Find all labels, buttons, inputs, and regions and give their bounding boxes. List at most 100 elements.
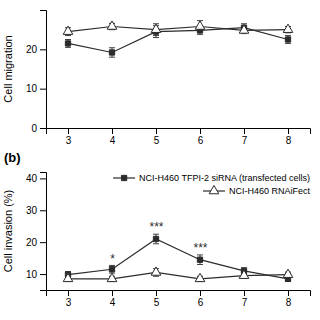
- tick-label: 20: [26, 237, 38, 248]
- tick-mark: [40, 178, 46, 179]
- tick: 7: [242, 128, 248, 146]
- tick: 8: [286, 128, 292, 146]
- marker: [285, 37, 290, 42]
- tick-mark: [200, 290, 201, 296]
- axis-line: [47, 129, 311, 135]
- marker: [197, 257, 202, 262]
- y-axis: 10 20 30 40: [26, 173, 47, 291]
- tick-label: 4: [110, 297, 116, 308]
- tick-label: 3: [66, 135, 72, 146]
- legend-swatch: [121, 175, 126, 180]
- tick-label: 40: [26, 173, 38, 184]
- series-line: [68, 28, 288, 53]
- legend: NCI-H460 TFPI-2 siRNA (transfected cells…: [113, 173, 310, 196]
- tick-mark: [244, 290, 245, 296]
- tick: 6: [198, 290, 204, 308]
- tick: 10: [26, 83, 46, 94]
- marker: [151, 267, 161, 275]
- tick: 40: [26, 173, 46, 184]
- marker: [153, 236, 158, 241]
- tick-mark: [156, 128, 157, 134]
- tick-mark: [68, 290, 69, 296]
- annotation: ***: [193, 241, 207, 255]
- tick-mark: [40, 89, 46, 90]
- tick-mark: [40, 274, 46, 275]
- plot-area: [63, 234, 293, 281]
- tick: 30: [26, 205, 46, 216]
- tick-label: 4: [110, 135, 116, 146]
- tick-mark: [156, 290, 157, 296]
- error-bar: [153, 234, 159, 244]
- error-bar: [65, 40, 71, 48]
- tick-label: 0: [31, 123, 37, 134]
- x-axis: 3 4 5 6 7 8: [47, 290, 311, 308]
- legend-swatch: [209, 185, 219, 193]
- axis-line: [40, 173, 47, 291]
- tick: 5: [154, 128, 160, 146]
- marker: [283, 24, 293, 32]
- marker: [109, 267, 114, 272]
- series-line: [68, 27, 288, 32]
- axis-line: [40, 11, 47, 129]
- y-axis-label: Cell invasion (%): [2, 190, 14, 273]
- tick-label: 7: [242, 135, 248, 146]
- marker: [195, 21, 205, 29]
- tick: 8: [286, 290, 292, 308]
- annotation: ***: [149, 220, 163, 234]
- legend-label: NCI-H460 RNAiFect: [229, 186, 311, 196]
- annotation: *: [110, 252, 115, 266]
- panel-label: (b): [4, 150, 21, 165]
- tick: 10: [26, 269, 46, 280]
- x-axis: 3 4 5 6 7 8: [47, 128, 311, 146]
- tick-label: 6: [198, 135, 204, 146]
- tick-label: 6: [198, 297, 204, 308]
- tick-label: 8: [286, 297, 292, 308]
- tick-label: 5: [154, 297, 160, 308]
- tick: 0: [31, 123, 46, 134]
- tick-mark: [288, 128, 289, 134]
- error-bar: [285, 36, 291, 44]
- tick-mark: [288, 290, 289, 296]
- marker: [195, 273, 205, 281]
- marker: [65, 41, 70, 46]
- error-bar: [197, 255, 203, 265]
- tick-mark: [200, 128, 201, 134]
- tick-label: 7: [242, 297, 248, 308]
- marker: [109, 50, 114, 55]
- series-line: [68, 239, 288, 279]
- tick: 4: [110, 290, 116, 308]
- tick: 7: [242, 290, 248, 308]
- tick-mark: [40, 210, 46, 211]
- legend-item: NCI-H460 TFPI-2 siRNA (transfected cells…: [113, 173, 310, 183]
- error-bar: [109, 48, 115, 57]
- chart: 3 4 5 6 7 8 0 10 20 Cell migration 3 4 5 6 7 8 10 20 30 40 C…: [0, 0, 320, 320]
- tick-mark: [40, 49, 46, 50]
- tick-mark: [40, 242, 46, 243]
- marker: [239, 270, 249, 278]
- series-line: [68, 272, 288, 278]
- tick-label: 10: [26, 83, 38, 94]
- tick: 4: [110, 128, 116, 146]
- marker: [283, 269, 293, 277]
- tick: 3: [66, 128, 72, 146]
- panel: 3 4 5 6 7 8 0 10 20 Cell migration: [2, 11, 311, 147]
- marker: [63, 273, 73, 281]
- y-axis-label: Cell migration: [2, 35, 14, 102]
- marker: [107, 273, 117, 281]
- marker: [239, 25, 249, 33]
- tick-mark: [244, 128, 245, 134]
- tick-label: 3: [66, 297, 72, 308]
- marker: [151, 24, 161, 32]
- tick-label: 8: [286, 135, 292, 146]
- tick-label: 20: [26, 44, 38, 55]
- tick: 3: [66, 290, 72, 308]
- tick-label: 5: [154, 135, 160, 146]
- error-bar: [109, 265, 115, 273]
- tick-mark: [68, 128, 69, 134]
- legend-item: NCI-H460 RNAiFect: [203, 185, 311, 196]
- tick-mark: [40, 128, 46, 129]
- tick: 6: [198, 128, 204, 146]
- y-axis: 0 10 20: [26, 11, 47, 134]
- axis-line: [47, 291, 311, 297]
- panel: 34567810203040Cell invasion (%)(b)******…: [2, 150, 311, 308]
